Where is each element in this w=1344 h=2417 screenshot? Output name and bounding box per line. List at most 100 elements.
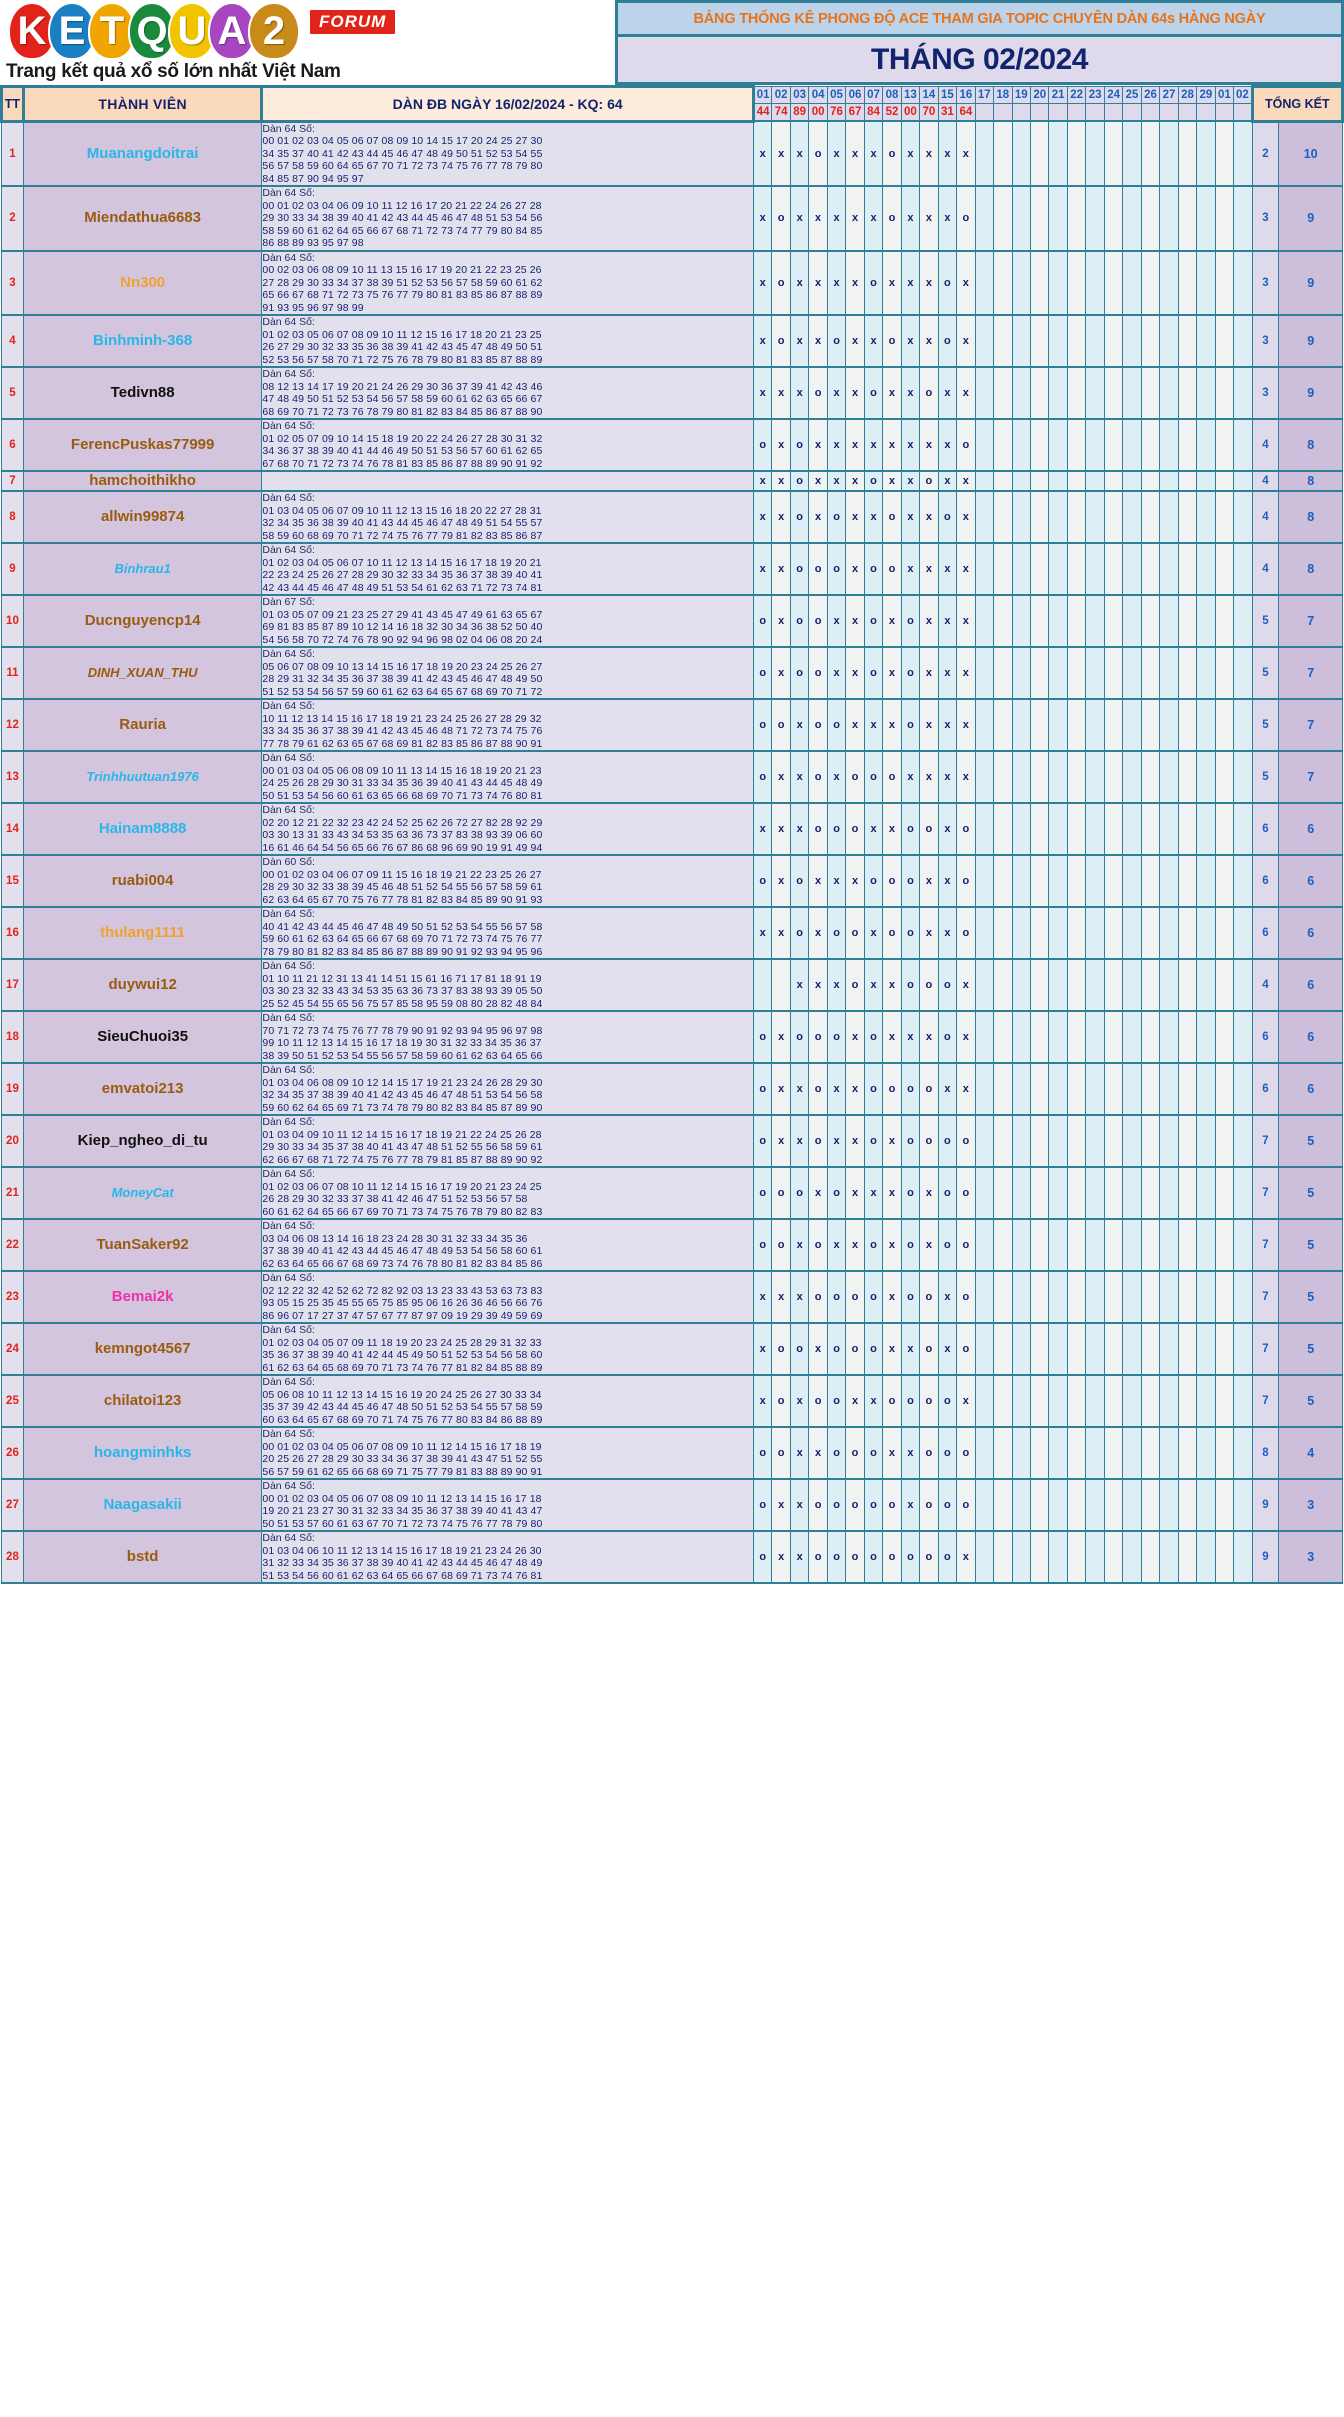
mark-cell-14[interactable]	[1011, 1218, 1031, 1272]
mark-cell-0[interactable]: x	[752, 542, 773, 596]
table-row[interactable]: 17 duywui12 Dàn 64 Số: 01 10 11 21 12 31 13…	[1, 958, 1343, 1012]
mark-cell-3[interactable]: o	[808, 750, 828, 804]
mark-cell-6[interactable]: o	[863, 249, 884, 316]
mark-cell-13[interactable]	[993, 1478, 1013, 1532]
mark-cell-2[interactable]: x	[789, 698, 810, 752]
mark-cell-15[interactable]	[1029, 120, 1050, 187]
mark-cell-15[interactable]	[1029, 1270, 1050, 1324]
mark-cell-12[interactable]	[974, 750, 995, 804]
mark-cell-15[interactable]	[1029, 1426, 1050, 1480]
mark-cell-22[interactable]	[1159, 698, 1179, 752]
mark-cell-25[interactable]	[1214, 1010, 1235, 1064]
mark-cell-23[interactable]	[1177, 120, 1198, 187]
mark-cell-23[interactable]	[1177, 1114, 1198, 1168]
table-row[interactable]: 1 Muanangdoitrai Dàn 64 Số: 00 01 02 03 04 …	[1, 120, 1343, 187]
mark-cell-19[interactable]	[1103, 594, 1124, 648]
mark-cell-8[interactable]: o	[900, 1270, 921, 1324]
mark-cell-0[interactable]: x	[752, 470, 773, 492]
mark-cell-16[interactable]	[1048, 120, 1068, 187]
mark-cell-14[interactable]	[1011, 750, 1031, 804]
mark-cell-19[interactable]	[1103, 1270, 1124, 1324]
mark-cell-16[interactable]	[1048, 646, 1068, 700]
mark-cell-6[interactable]: o	[863, 1426, 884, 1480]
mark-cell-26[interactable]	[1233, 594, 1253, 648]
mark-cell-20[interactable]	[1122, 646, 1142, 700]
mark-cell-7[interactable]: x	[882, 646, 902, 700]
mark-cell-21[interactable]	[1140, 470, 1161, 492]
mark-cell-19[interactable]	[1103, 1374, 1124, 1428]
mark-cell-1[interactable]: o	[771, 1426, 791, 1480]
mark-cell-13[interactable]	[993, 490, 1013, 544]
member-name-cell[interactable]: Ducnguyencp14	[22, 594, 263, 648]
mark-cell-13[interactable]	[993, 249, 1013, 316]
mark-cell-15[interactable]	[1029, 1322, 1050, 1376]
mark-cell-19[interactable]	[1103, 542, 1124, 596]
mark-cell-8[interactable]: o	[900, 958, 921, 1012]
mark-cell-10[interactable]: x	[937, 646, 958, 700]
mark-cell-14[interactable]	[1011, 698, 1031, 752]
mark-cell-14[interactable]	[1011, 1322, 1031, 1376]
mark-cell-24[interactable]	[1196, 470, 1216, 492]
mark-cell-20[interactable]	[1122, 1322, 1142, 1376]
mark-cell-16[interactable]	[1048, 418, 1068, 472]
mark-cell-20[interactable]	[1122, 1270, 1142, 1324]
mark-cell-16[interactable]	[1048, 314, 1068, 368]
mark-cell-3[interactable]: x	[808, 1426, 828, 1480]
mark-cell-9[interactable]: x	[919, 185, 939, 252]
mark-cell-1[interactable]: x	[771, 1270, 791, 1324]
table-row[interactable]: 22 TuanSaker92 Dàn 64 Số: 03 04 06 08 13 14…	[1, 1218, 1343, 1272]
mark-cell-11[interactable]: o	[956, 1114, 976, 1168]
mark-cell-7[interactable]: o	[882, 185, 902, 252]
mark-cell-0[interactable]: o	[752, 1062, 773, 1116]
mark-cell-20[interactable]	[1122, 1374, 1142, 1428]
mark-cell-23[interactable]	[1177, 470, 1198, 492]
mark-cell-5[interactable]: o	[845, 1270, 865, 1324]
mark-cell-19[interactable]	[1103, 1322, 1124, 1376]
mark-cell-7[interactable]: o	[882, 120, 902, 187]
mark-cell-9[interactable]: o	[919, 470, 939, 492]
mark-cell-8[interactable]: x	[900, 249, 921, 316]
mark-cell-1[interactable]: x	[771, 750, 791, 804]
mark-cell-6[interactable]: o	[863, 542, 884, 596]
mark-cell-17[interactable]	[1066, 1270, 1087, 1324]
mark-cell-11[interactable]: x	[956, 1530, 976, 1584]
mark-cell-12[interactable]	[974, 470, 995, 492]
mark-cell-18[interactable]	[1085, 1010, 1105, 1064]
member-name-cell[interactable]: hoangminhks	[22, 1426, 263, 1480]
mark-cell-18[interactable]	[1085, 1062, 1105, 1116]
mark-cell-5[interactable]: x	[845, 249, 865, 316]
mark-cell-18[interactable]	[1085, 418, 1105, 472]
mark-cell-16[interactable]	[1048, 854, 1068, 908]
mark-cell-7[interactable]: x	[882, 1218, 902, 1272]
member-name-cell[interactable]: Miendathua6683	[22, 185, 263, 252]
mark-cell-23[interactable]	[1177, 366, 1198, 420]
mark-cell-5[interactable]: x	[845, 1010, 865, 1064]
mark-cell-21[interactable]	[1140, 1270, 1161, 1324]
mark-cell-23[interactable]	[1177, 490, 1198, 544]
mark-cell-14[interactable]	[1011, 1010, 1031, 1064]
mark-cell-2[interactable]: x	[789, 1374, 810, 1428]
mark-cell-10[interactable]: x	[937, 1062, 958, 1116]
mark-cell-21[interactable]	[1140, 1166, 1161, 1220]
mark-cell-13[interactable]	[993, 1374, 1013, 1428]
mark-cell-12[interactable]	[974, 1478, 995, 1532]
mark-cell-16[interactable]	[1048, 1426, 1068, 1480]
mark-cell-6[interactable]: o	[863, 1062, 884, 1116]
mark-cell-21[interactable]	[1140, 1062, 1161, 1116]
mark-cell-16[interactable]	[1048, 1270, 1068, 1324]
mark-cell-26[interactable]	[1233, 470, 1253, 492]
table-row[interactable]: 18 SieuChuoi35 Dàn 64 Số: 70 71 72 73 74 75…	[1, 1010, 1343, 1064]
mark-cell-24[interactable]	[1196, 906, 1216, 960]
mark-cell-25[interactable]	[1214, 906, 1235, 960]
mark-cell-2[interactable]: x	[789, 1218, 810, 1272]
mark-cell-14[interactable]	[1011, 542, 1031, 596]
mark-cell-16[interactable]	[1048, 1322, 1068, 1376]
mark-cell-5[interactable]: x	[845, 1166, 865, 1220]
mark-cell-23[interactable]	[1177, 958, 1198, 1012]
mark-cell-24[interactable]	[1196, 594, 1216, 648]
mark-cell-23[interactable]	[1177, 1010, 1198, 1064]
table-row[interactable]: 4 Binhminh-368 Dàn 64 Số: 01 02 03 05 06 07…	[1, 314, 1343, 368]
mark-cell-3[interactable]: x	[808, 958, 828, 1012]
mark-cell-9[interactable]: x	[919, 314, 939, 368]
mark-cell-12[interactable]	[974, 185, 995, 252]
